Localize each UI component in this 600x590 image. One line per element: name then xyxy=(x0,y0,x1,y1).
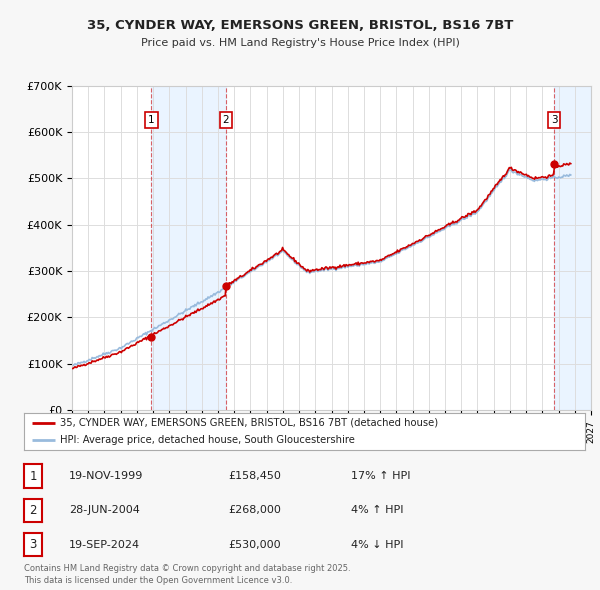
Bar xyxy=(554,86,591,410)
Text: 28-JUN-2004: 28-JUN-2004 xyxy=(69,506,140,515)
Text: 3: 3 xyxy=(29,538,37,551)
Text: HPI: Average price, detached house, South Gloucestershire: HPI: Average price, detached house, Sout… xyxy=(61,435,355,445)
Text: 1: 1 xyxy=(148,114,155,124)
Text: 2: 2 xyxy=(223,114,229,124)
Text: Price paid vs. HM Land Registry's House Price Index (HPI): Price paid vs. HM Land Registry's House … xyxy=(140,38,460,48)
Text: 4% ↓ HPI: 4% ↓ HPI xyxy=(351,540,404,549)
Text: Contains HM Land Registry data © Crown copyright and database right 2025.
This d: Contains HM Land Registry data © Crown c… xyxy=(24,565,350,585)
Text: 2: 2 xyxy=(29,504,37,517)
Text: £268,000: £268,000 xyxy=(228,506,281,515)
Bar xyxy=(151,86,226,410)
Text: 4% ↑ HPI: 4% ↑ HPI xyxy=(351,506,404,515)
Text: 19-SEP-2024: 19-SEP-2024 xyxy=(69,540,140,549)
Text: 1: 1 xyxy=(29,470,37,483)
Text: 17% ↑ HPI: 17% ↑ HPI xyxy=(351,471,410,481)
Text: 19-NOV-1999: 19-NOV-1999 xyxy=(69,471,143,481)
Text: 35, CYNDER WAY, EMERSONS GREEN, BRISTOL, BS16 7BT: 35, CYNDER WAY, EMERSONS GREEN, BRISTOL,… xyxy=(87,19,513,32)
Text: £530,000: £530,000 xyxy=(228,540,281,549)
Text: 3: 3 xyxy=(551,114,557,124)
Text: £158,450: £158,450 xyxy=(228,471,281,481)
Text: 35, CYNDER WAY, EMERSONS GREEN, BRISTOL, BS16 7BT (detached house): 35, CYNDER WAY, EMERSONS GREEN, BRISTOL,… xyxy=(61,418,439,428)
